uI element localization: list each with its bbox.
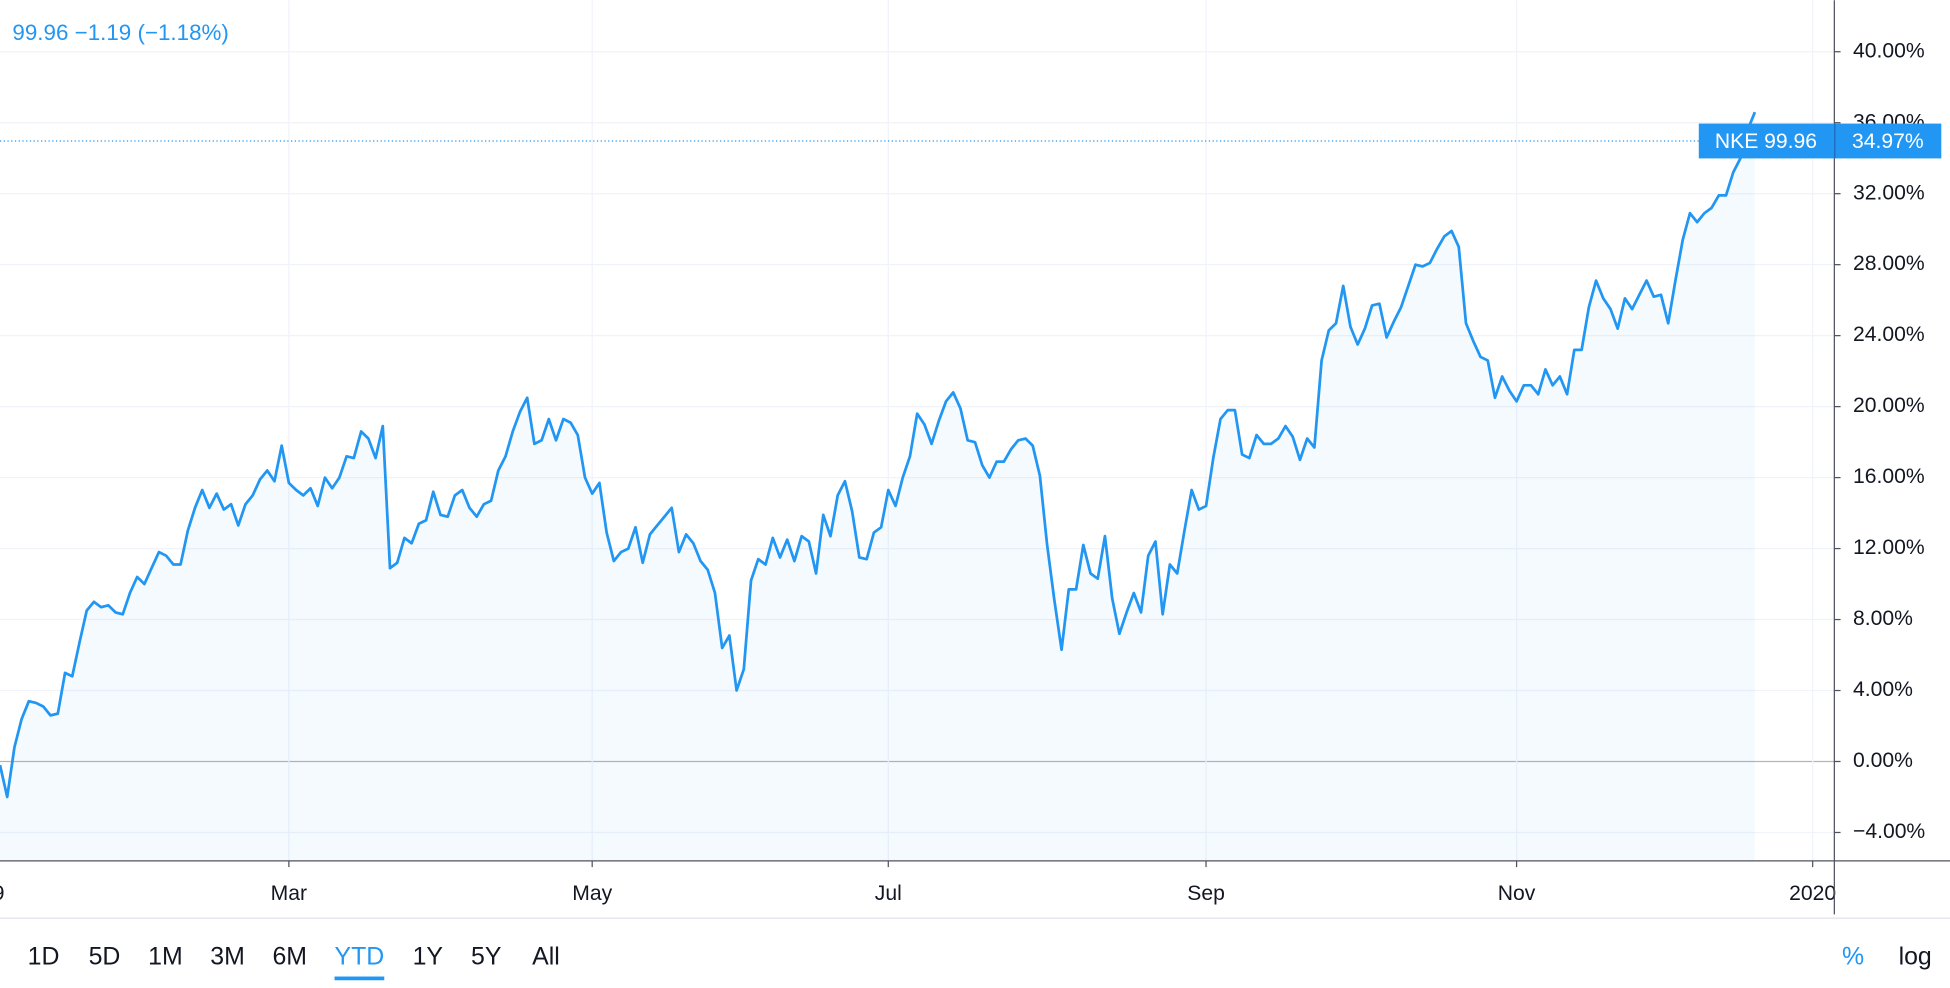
range-button[interactable]: 1M [148, 942, 183, 970]
last-value-label: 34.97% [1852, 130, 1924, 153]
y-tick-label: 0.00% [1853, 749, 1913, 772]
y-tick-label: 32.00% [1853, 181, 1925, 204]
range-button[interactable]: 5Y [471, 942, 502, 970]
x-tick-label: Mar [271, 882, 307, 905]
y-tick-label: 12.00% [1853, 536, 1925, 559]
x-tick-label: 19 [0, 882, 5, 905]
x-tick-label: Sep [1187, 882, 1225, 905]
legend-text: 99.96 −1.19 (−1.18%) [12, 20, 228, 45]
range-underline [334, 976, 385, 981]
plot-area [0, 0, 1835, 861]
y-tick-label: 28.00% [1853, 252, 1925, 275]
range-button[interactable]: 1Y [413, 942, 444, 970]
scale-button[interactable]: % [1842, 942, 1864, 970]
y-tick-label: 4.00% [1853, 678, 1913, 701]
range-button[interactable]: All [532, 942, 560, 970]
range-button[interactable]: 6M [272, 942, 307, 970]
x-tick-label: Nov [1498, 882, 1536, 905]
x-tick-label: Jul [875, 882, 902, 905]
x-tick-label: 2020 [1789, 882, 1836, 905]
range-button[interactable]: 5D [89, 942, 121, 970]
last-value-box [1835, 123, 1942, 159]
y-tick-label: 40.00% [1853, 39, 1925, 62]
y-tick-label: 24.00% [1853, 323, 1925, 346]
y-tick-label: 16.00% [1853, 465, 1925, 488]
y-tick-label: −4.00% [1853, 820, 1925, 843]
series-label: NKE 99.96 [1715, 130, 1817, 153]
y-tick-label: 20.00% [1853, 394, 1925, 417]
range-button[interactable]: 3M [210, 942, 245, 970]
price-line [0, 111, 1757, 799]
scale-button[interactable]: log [1899, 942, 1932, 970]
area [0, 112, 1755, 861]
range-button[interactable]: YTD [335, 942, 385, 970]
series-label-box [1698, 123, 1835, 159]
y-tick-label: 8.00% [1853, 607, 1913, 630]
x-tick-label: May [572, 882, 612, 905]
range-button[interactable]: 1D [28, 942, 60, 970]
